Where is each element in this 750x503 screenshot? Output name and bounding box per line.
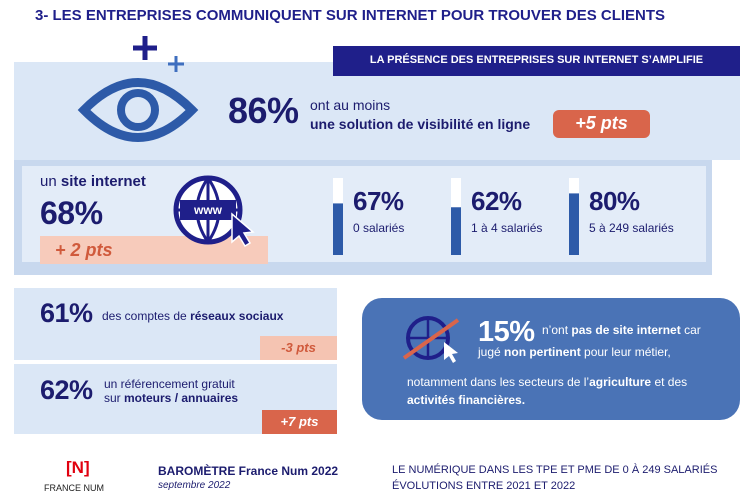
text-part: agriculture xyxy=(589,375,652,389)
website-change: + 2 pts xyxy=(55,240,113,260)
text-part: activités financières. xyxy=(407,393,526,407)
text-part: n’ont xyxy=(542,323,572,337)
change-pill xyxy=(40,236,268,264)
text-part: jugé xyxy=(478,345,505,359)
banner: LA PRÉSENCE DES ENTREPRISES SUR INTERNET… xyxy=(369,54,704,66)
title: 3- LES ENTREPRISES COMMUNIQUENT SUR INTE… xyxy=(35,7,666,24)
text-part: non pertinent xyxy=(504,345,581,359)
change-pill xyxy=(262,410,337,434)
eye-icon xyxy=(77,78,199,142)
visibility-value: 86% xyxy=(228,90,299,131)
visibility-text: ont au moins xyxy=(310,97,391,113)
change-pill xyxy=(260,336,337,360)
visibility-text: une solution de visibilité en ligne xyxy=(310,116,531,132)
directories-text: un référencement gratuit xyxy=(104,377,235,391)
cross-line xyxy=(402,318,460,360)
logo-box xyxy=(63,456,89,478)
cursor-icon xyxy=(231,212,255,248)
text-part: et des xyxy=(651,375,688,389)
plus-icon xyxy=(133,36,157,60)
text-line: notamment dans les secteurs de l’agricul… xyxy=(407,376,687,388)
text-part: pour leur métier, xyxy=(580,345,671,359)
brand: FRANCE NUM xyxy=(44,483,104,493)
text-part: des comptes de xyxy=(102,309,187,323)
breakdown-value: 67% xyxy=(353,186,404,216)
no-website-value: 15% xyxy=(478,316,535,348)
banner-bg xyxy=(333,46,740,76)
text-part: car xyxy=(680,323,701,337)
text-line: jugé non pertinent pour leur métier, xyxy=(478,346,671,358)
plus-icon xyxy=(168,56,184,72)
text-part: pas de site internet xyxy=(571,323,681,337)
social-change: -3 pts xyxy=(281,340,316,355)
text-line: activités financières. xyxy=(407,394,525,406)
breakdown-group: 0 salariés xyxy=(353,221,405,235)
text-line: n’ont pas de site internet car xyxy=(542,324,701,336)
visibility-change: +5 pts xyxy=(575,113,628,133)
www-text: www xyxy=(193,203,222,217)
social-value: 61% xyxy=(40,298,93,328)
no-website-panel xyxy=(362,298,740,420)
directories-change: +7 pts xyxy=(280,414,319,429)
footer-subtitle: LE NUMÉRIQUE DANS LES TPE ET PME DE 0 À … xyxy=(392,464,718,476)
directories-text: sur moteurs / annuaires xyxy=(104,392,238,404)
www-band xyxy=(180,200,236,220)
text-part: sur xyxy=(104,391,121,405)
website-value: 68% xyxy=(40,195,103,231)
logo: [N] xyxy=(66,458,90,477)
footer-subtitle: ÉVOLUTIONS ENTRE 2021 ET 2022 xyxy=(392,480,576,492)
bar xyxy=(569,193,579,255)
label-part: un xyxy=(40,173,57,190)
breakdown-group: 5 à 249 salariés xyxy=(589,221,674,235)
cursor-icon xyxy=(444,342,458,363)
social-text: des comptes de réseaux sociaux xyxy=(102,310,283,322)
change-pill xyxy=(553,110,650,138)
eye-pupil xyxy=(117,89,159,131)
bar xyxy=(451,207,461,255)
text-part: réseaux sociaux xyxy=(190,309,284,323)
label-part: site internet xyxy=(60,173,146,190)
bars xyxy=(333,178,579,255)
text-part: notamment dans les secteurs de l’ xyxy=(407,375,590,389)
breakdown-value: 80% xyxy=(589,186,640,216)
barometer: BAROMÈTRE France Num 2022 xyxy=(158,464,339,478)
text-part: moteurs / annuaires xyxy=(124,391,239,405)
bar xyxy=(333,203,343,255)
date: septembre 2022 xyxy=(158,480,231,491)
globe-lines xyxy=(408,318,448,358)
website-label: un site internet xyxy=(40,174,146,189)
directories-value: 62% xyxy=(40,375,93,405)
breakdown-value: 62% xyxy=(471,186,522,216)
breakdown-group: 1 à 4 salariés xyxy=(471,221,543,235)
